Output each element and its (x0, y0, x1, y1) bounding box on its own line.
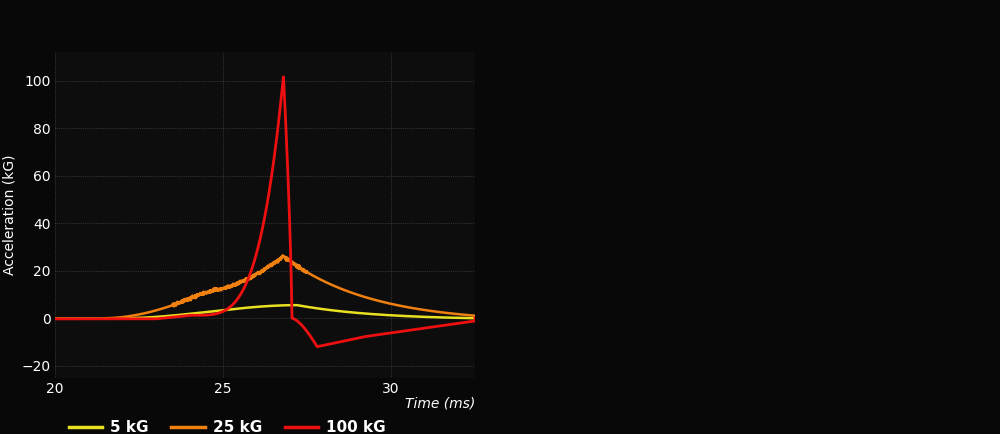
Legend: 5 kG, 25 kG, 100 kG: 5 kG, 25 kG, 100 kG (63, 414, 392, 434)
Y-axis label: Acceleration (kG): Acceleration (kG) (2, 155, 16, 275)
Text: Time (ms): Time (ms) (405, 397, 475, 411)
